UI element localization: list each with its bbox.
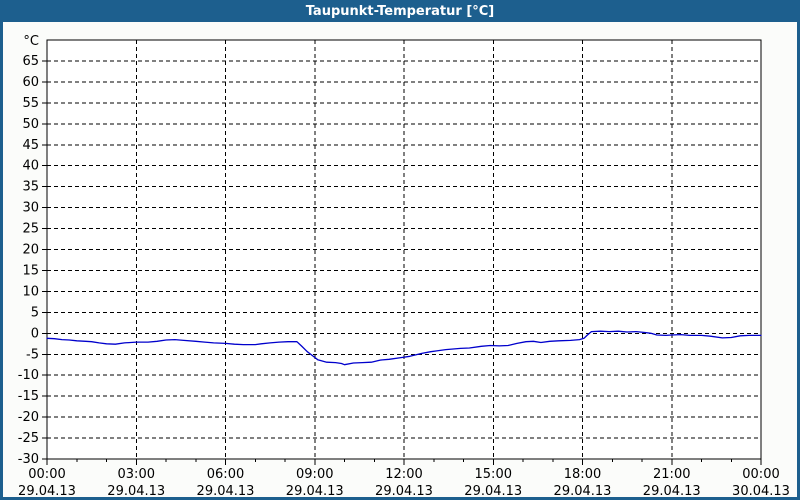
x-tick-date-label: 29.04.13 [554,484,612,497]
x-tick-date-label: 29.04.13 [197,484,255,497]
x-tick-time-label: 18:00 [564,467,601,482]
x-tick-time-label: 03:00 [118,467,155,482]
y-tick-label: -25 [18,431,39,446]
y-tick-label: -10 [18,368,39,383]
x-tick-time-label: 15:00 [475,467,512,482]
x-tick-date-label: 29.04.13 [107,484,165,497]
y-tick-label: 30 [22,201,39,216]
x-tick-time-label: 00:00 [28,467,65,482]
y-tick-label: -30 [18,452,39,467]
y-tick-label: 50 [22,117,39,132]
temperature-line [46,330,762,366]
x-tick-date-label: 29.04.13 [286,484,344,497]
x-tick-date-label: 30.04.13 [732,484,790,497]
y-axis-unit-label: °C [23,34,39,49]
y-tick-label: 45 [22,138,39,153]
x-tick-date-label: 29.04.13 [643,484,701,497]
chart-area: 65 60 55 50 45 40 35 30 25 20 15 10 5 0 -5 -10 -15 -20 -25… [3,22,797,497]
x-tick-date-label: 29.04.13 [464,484,522,497]
x-tick-time-label: 21:00 [653,467,690,482]
x-tick-time-label: 00:00 [742,467,779,482]
title-bar: Taupunkt-Temperatur [°C] [3,0,797,22]
window-title: Taupunkt-Temperatur [°C] [305,3,495,19]
y-tick-label: -15 [18,389,39,404]
y-tick-label: -20 [18,410,39,425]
y-tick-label: 40 [22,159,39,174]
y-tick-label: 20 [22,243,39,258]
y-tick-label: 0 [31,326,39,341]
y-tick-label: 25 [22,222,39,237]
y-tick-label: 10 [22,284,39,299]
y-tick-label: 15 [22,263,39,278]
y-tick-label: -5 [26,347,39,362]
x-tick-time-label: 06:00 [207,467,244,482]
x-tick-time-label: 09:00 [296,467,333,482]
y-tick-label: 60 [22,75,39,90]
y-tick-label: 5 [31,305,39,320]
dewpoint-temperature-chart: 65605550454035302520151050-5-10-15-20-25… [18,34,790,497]
x-tick-date-label: 29.04.13 [375,484,433,497]
x-tick-date-label: 29.04.13 [18,484,76,497]
y-tick-label: 55 [22,96,39,111]
y-tick-label: 35 [22,180,39,195]
y-tick-label: 65 [22,54,39,69]
x-tick-time-label: 12:00 [385,467,422,482]
